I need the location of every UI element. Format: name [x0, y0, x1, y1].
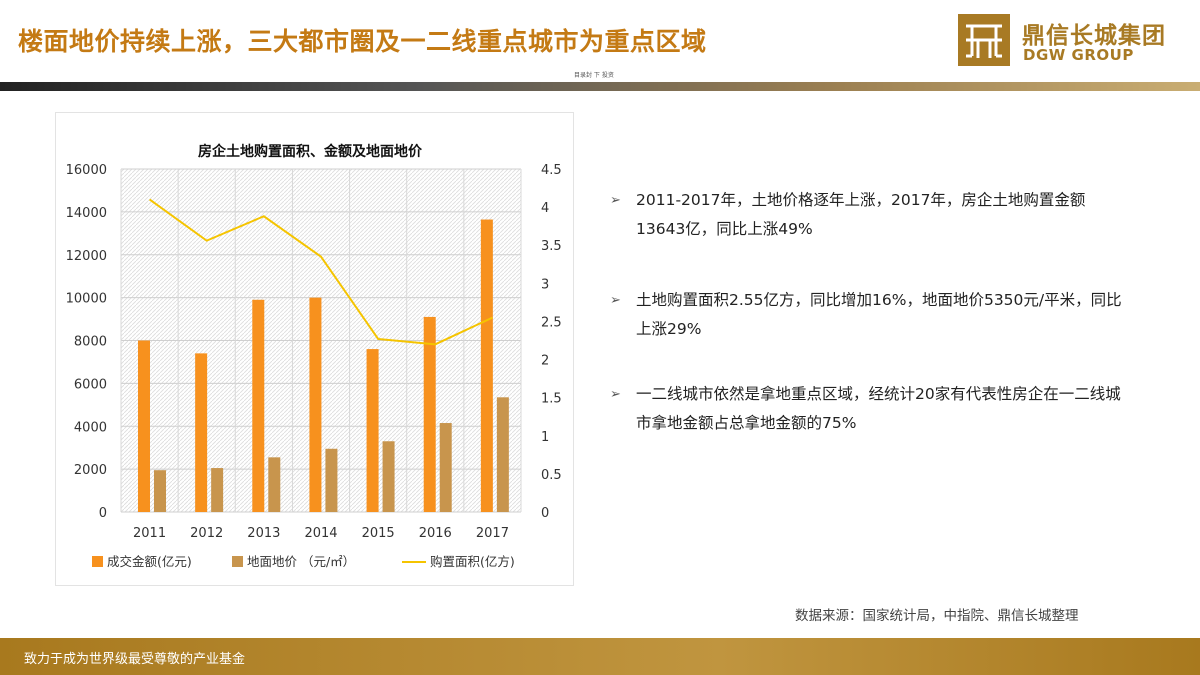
y-tick-label: 12000 [66, 249, 107, 264]
y-tick-label: 2000 [74, 463, 107, 478]
header-divider [0, 82, 1200, 91]
y2-tick-label: 4.5 [541, 163, 562, 178]
y-tick-label: 10000 [66, 292, 107, 307]
data-source-note: 数据来源：国家统计局，中指院、鼎信长城整理 [795, 608, 1079, 624]
bar-land-price [268, 457, 281, 512]
x-tick-label: 2017 [476, 526, 509, 541]
x-tick-label: 2012 [190, 526, 223, 541]
y-tick-label: 6000 [74, 377, 107, 392]
bullet-3-text: 一二线城市依然是拿地重点区域，经统计20家有代表性房企在一二线城市拿地金额占总拿… [636, 385, 1121, 432]
y2-tick-label: 0 [541, 506, 549, 521]
combo-chart: 房企土地购置面积、金额及地面地价 0 2000 4000 6000 8000 10000 1… [66, 143, 562, 569]
x-tick-label: 2011 [133, 526, 166, 541]
footer-bar: 致力于成为世界级最受尊敬的产业基金 [0, 638, 1200, 675]
bullet-arrow-icon: ➢ [610, 193, 621, 208]
bullet-2: ➢ 土地购置面积2.55亿方，同比增加16%，地面地价5350元/平米，同比上涨… [610, 286, 1130, 344]
bar-transaction-amount [423, 316, 436, 512]
bar-transaction-amount [138, 340, 150, 512]
legend-label: 地面地价 （元/㎡） [247, 554, 355, 569]
chart-title: 房企土地购置面积、金额及地面地价 [198, 143, 423, 160]
x-tick-label: 2014 [304, 526, 337, 541]
bullet-1-text: 2011-2017年，土地价格逐年上涨，2017年，房企土地购置金额13643亿… [636, 191, 1086, 238]
bar-transaction-amount [366, 349, 379, 512]
bar-land-price [211, 468, 224, 512]
y2-tick-label: 3.5 [541, 239, 562, 254]
bullet-3: ➢ 一二线城市依然是拿地重点区域，经统计20家有代表性房企在一二线城市拿地金额占… [610, 380, 1130, 438]
y2-tick-label: 3 [541, 277, 549, 292]
tiny-caption: 目录封 下 投资 [574, 72, 614, 79]
bullet-arrow-icon: ➢ [610, 293, 621, 308]
chart-panel: 房企土地购置面积、金额及地面地价 0 2000 4000 6000 8000 10000 1… [55, 112, 574, 586]
x-tick-label: 2013 [247, 526, 280, 541]
y2-tick-label: 2 [541, 354, 549, 369]
legend-label: 购置面积(亿方) [430, 554, 515, 569]
bar-land-price [496, 397, 509, 512]
x-tick-label: 2016 [419, 526, 452, 541]
footer-slogan: 致力于成为世界级最受尊敬的产业基金 [24, 652, 246, 667]
y-tick-label: 8000 [74, 335, 107, 350]
logo-name-cn: 鼎信长城集团 [1022, 23, 1166, 49]
bar-land-price [154, 470, 166, 512]
bullet-2-text: 土地购置面积2.55亿方，同比增加16%，地面地价5350元/平米，同比上涨29… [636, 291, 1122, 338]
bar-transaction-amount [252, 299, 265, 512]
y-tick-label: 14000 [66, 206, 107, 221]
bullet-arrow-icon: ➢ [610, 387, 621, 402]
logo-name-en: DGW GROUP [1023, 46, 1134, 64]
y-tick-label: 16000 [66, 163, 107, 178]
y2-tick-label: 1 [541, 430, 549, 445]
y-tick-label: 0 [99, 506, 107, 521]
bar-transaction-amount [195, 353, 208, 512]
bar-land-price [439, 423, 452, 512]
company-logo-icon [958, 14, 1010, 66]
legend-label: 成交金额(亿元) [107, 554, 192, 569]
bullet-1: ➢ 2011-2017年，土地价格逐年上涨，2017年，房企土地购置金额1364… [610, 186, 1130, 244]
x-tick-label: 2015 [362, 526, 395, 541]
legend-swatch-bar1 [92, 556, 103, 567]
bar-land-price [325, 448, 338, 512]
y2-tick-label: 4 [541, 201, 549, 216]
page-title: 楼面地价持续上涨，三大都市圈及一二线重点城市为重点区域 [18, 27, 707, 56]
bar-transaction-amount [309, 297, 322, 512]
bar-transaction-amount [480, 219, 493, 512]
y2-tick-label: 0.5 [541, 468, 562, 483]
y2-tick-label: 2.5 [541, 315, 562, 330]
y-tick-label: 4000 [74, 420, 107, 435]
bar-land-price [382, 441, 395, 512]
y2-tick-label: 1.5 [541, 392, 562, 407]
line-purchase-area [148, 198, 493, 346]
legend-swatch-bar2 [232, 556, 243, 567]
